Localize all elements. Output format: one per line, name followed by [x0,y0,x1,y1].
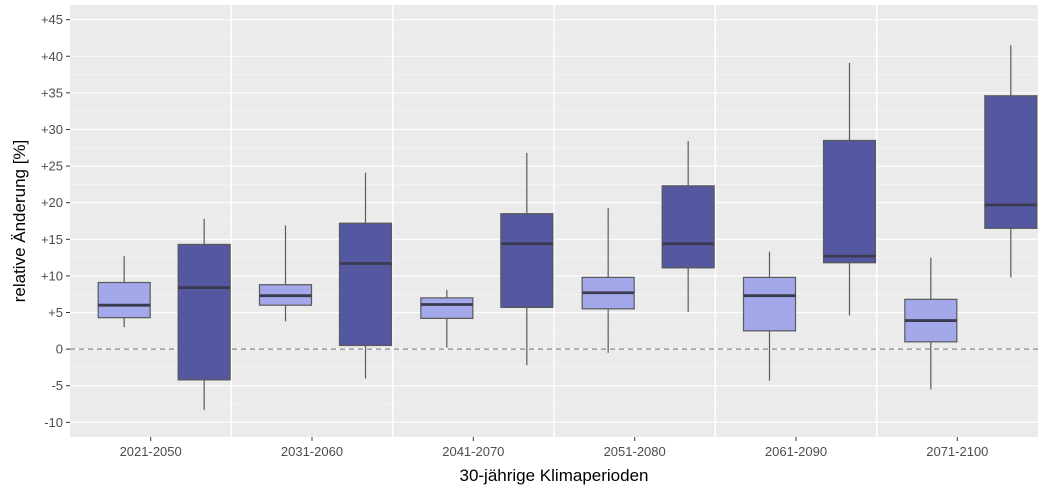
interquartile-box [984,95,1038,229]
y-tick-label: +45 [41,12,63,27]
y-tick-label: -5 [51,378,63,393]
box-2061-2090-series-1 [742,251,797,381]
major-gridlines [70,19,1038,423]
box-2061-2090-series-2 [822,62,877,316]
box-2071-2100-series-1 [904,257,958,390]
x-tick-label: 2031-2060 [281,444,343,459]
y-axis-title: relative Änderung [%] [10,140,29,303]
box-2051-2080-series-1 [581,207,635,353]
box-2071-2100-series-2 [984,45,1038,278]
minor-gridlines [70,5,1038,437]
interquartile-box [338,222,393,347]
y-tick-label: 0 [56,342,63,357]
box-2041-2070-series-1 [420,289,474,348]
box-2021-2050-series-2 [177,218,231,410]
y-axis-ticks: -10 -5 0 +5 +10 +15 +20 +25 +30 +35 +40 +45 [41,12,70,430]
box-2041-2070-series-2 [500,152,554,366]
interquartile-box [742,276,797,332]
y-tick-label: +15 [41,232,63,247]
y-tick-label: +5 [48,305,63,320]
y-tick-label: +20 [41,195,63,210]
y-tick-label: +35 [41,85,63,100]
x-tick-label: 2041-2070 [442,444,504,459]
x-tick-label: 2021-2050 [120,444,182,459]
interquartile-box [661,185,715,269]
interquartile-box [420,297,474,319]
x-axis-title: 30-jährige Klimaperioden [459,466,648,485]
x-tick-label: 2051-2080 [604,444,666,459]
x-tick-label: 2071-2100 [926,444,988,459]
y-tick-label: +10 [41,268,63,283]
x-tick-label: 2061-2090 [765,444,827,459]
interquartile-box [177,243,231,381]
box-2031-2060-series-1 [258,225,313,322]
box-series [97,45,1038,410]
interquartile-box [500,213,554,308]
interquartile-box [822,139,877,264]
interquartile-box [97,281,151,319]
box-2021-2050-series-1 [97,256,151,328]
y-tick-label: +25 [41,159,63,174]
y-tick-label: +40 [41,49,63,64]
x-axis-ticks: 2021-2050 2031-2060 2041-2070 2051-2080 2061… [120,437,988,459]
box-2051-2080-series-2 [661,141,715,312]
box-2031-2060-series-2 [338,172,393,379]
y-tick-label: -10 [44,415,63,430]
y-tick-label: +30 [41,122,63,137]
